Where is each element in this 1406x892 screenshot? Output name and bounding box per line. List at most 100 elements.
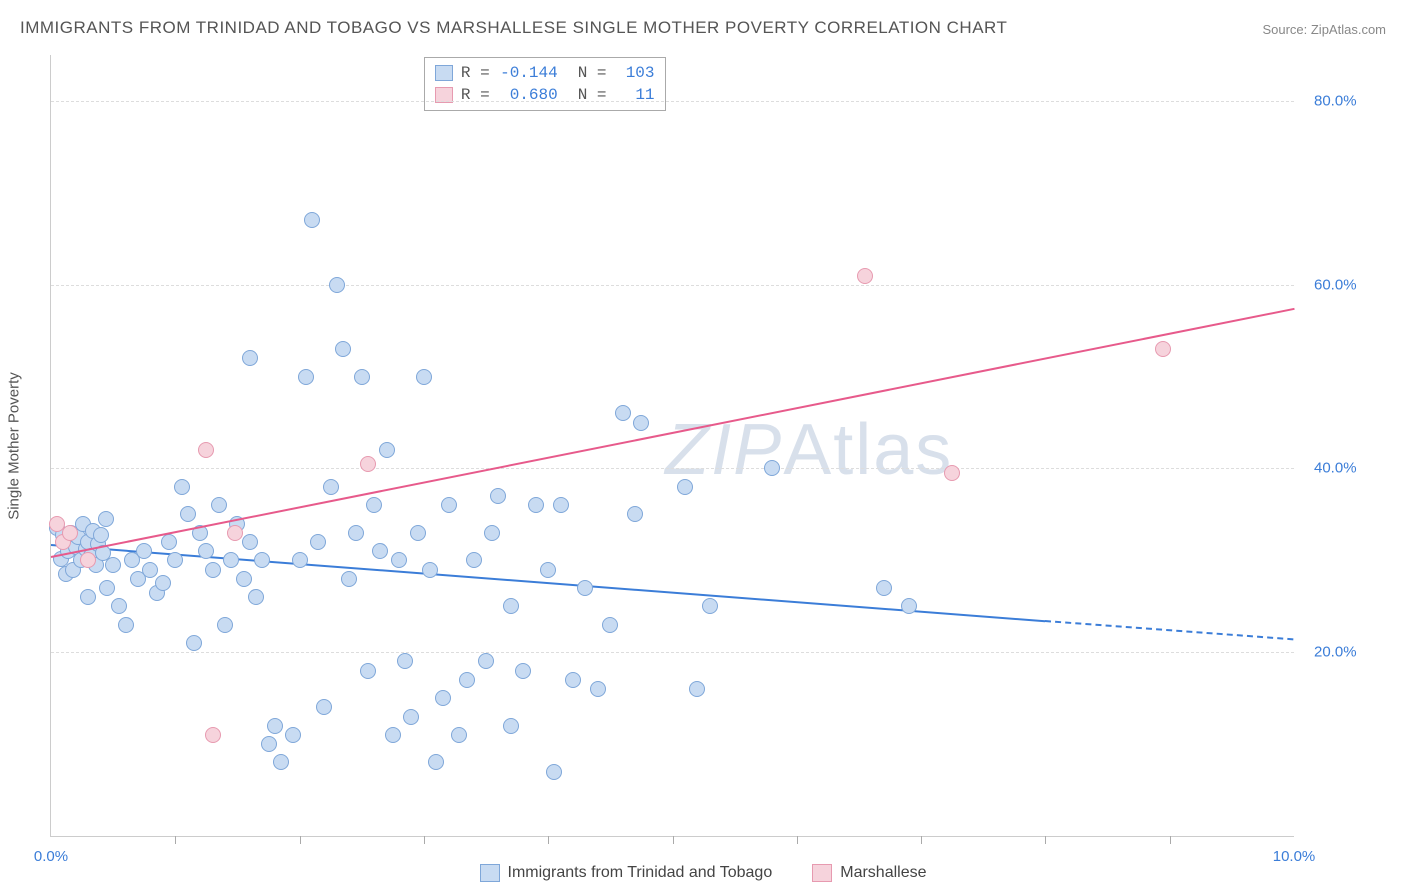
r-label: R = xyxy=(461,64,490,82)
data-point xyxy=(273,754,289,770)
x-tick-mark xyxy=(1170,836,1171,844)
legend-swatch xyxy=(812,864,832,882)
data-point xyxy=(174,479,190,495)
data-point xyxy=(403,709,419,725)
data-point xyxy=(198,543,214,559)
legend-stats-row: R =0.680N =11 xyxy=(435,84,655,106)
data-point xyxy=(633,415,649,431)
data-point xyxy=(186,635,202,651)
data-point xyxy=(93,527,109,543)
data-point xyxy=(490,488,506,504)
data-point xyxy=(304,212,320,228)
r-value: -0.144 xyxy=(498,64,558,82)
data-point xyxy=(205,562,221,578)
data-point xyxy=(99,580,115,596)
data-point xyxy=(335,341,351,357)
data-point xyxy=(261,736,277,752)
data-point xyxy=(354,369,370,385)
n-label: N = xyxy=(578,64,607,82)
data-point xyxy=(428,754,444,770)
data-point xyxy=(385,727,401,743)
x-tick-label: 0.0% xyxy=(34,848,68,865)
data-point xyxy=(111,598,127,614)
scatter-chart: ZIPAtlas R =-0.144N =103R =0.680N =11 20… xyxy=(50,55,1294,837)
data-point xyxy=(62,525,78,541)
data-point xyxy=(515,663,531,679)
data-point xyxy=(360,663,376,679)
data-point xyxy=(366,497,382,513)
data-point xyxy=(217,617,233,633)
data-point xyxy=(80,589,96,605)
data-point xyxy=(329,277,345,293)
data-point xyxy=(540,562,556,578)
data-point xyxy=(242,534,258,550)
data-point xyxy=(478,653,494,669)
data-point xyxy=(702,598,718,614)
data-point xyxy=(590,681,606,697)
data-point xyxy=(466,552,482,568)
data-point xyxy=(1155,341,1171,357)
data-point xyxy=(248,589,264,605)
data-point xyxy=(391,552,407,568)
x-tick-mark xyxy=(797,836,798,844)
data-point xyxy=(161,534,177,550)
data-point xyxy=(136,543,152,559)
watermark-atlas: Atlas xyxy=(783,410,953,490)
legend-item: Marshallese xyxy=(812,864,926,882)
data-point xyxy=(528,497,544,513)
data-point xyxy=(876,580,892,596)
x-tick-label: 10.0% xyxy=(1273,848,1316,865)
legend-item: Immigrants from Trinidad and Tobago xyxy=(480,864,773,882)
data-point xyxy=(298,369,314,385)
data-point xyxy=(292,552,308,568)
watermark: ZIPAtlas xyxy=(665,409,953,491)
y-axis-label: Single Mother Poverty xyxy=(6,372,23,520)
y-tick-label: 40.0% xyxy=(1314,460,1357,477)
data-point xyxy=(397,653,413,669)
y-tick-label: 80.0% xyxy=(1314,92,1357,109)
data-point xyxy=(285,727,301,743)
gridline xyxy=(51,652,1294,653)
data-point xyxy=(348,525,364,541)
data-point xyxy=(503,598,519,614)
x-tick-mark xyxy=(673,836,674,844)
data-point xyxy=(503,718,519,734)
data-point xyxy=(553,497,569,513)
x-tick-mark xyxy=(1045,836,1046,844)
bottom-legend: Immigrants from Trinidad and Tobago Marsh… xyxy=(0,864,1406,882)
data-point xyxy=(901,598,917,614)
data-point xyxy=(441,497,457,513)
trend-line xyxy=(51,308,1294,558)
data-point xyxy=(410,525,426,541)
source-credit: Source: ZipAtlas.com xyxy=(1262,22,1386,37)
data-point xyxy=(435,690,451,706)
legend-stats-box: R =-0.144N =103R =0.680N =11 xyxy=(424,57,666,111)
x-tick-mark xyxy=(921,836,922,844)
data-point xyxy=(167,552,183,568)
data-point xyxy=(577,580,593,596)
data-point xyxy=(98,511,114,527)
data-point xyxy=(677,479,693,495)
data-point xyxy=(254,552,270,568)
data-point xyxy=(323,479,339,495)
legend-stats-row: R =-0.144N =103 xyxy=(435,62,655,84)
x-tick-mark xyxy=(175,836,176,844)
data-point xyxy=(105,557,121,573)
gridline xyxy=(51,285,1294,286)
data-point xyxy=(372,543,388,559)
data-point xyxy=(857,268,873,284)
data-point xyxy=(211,497,227,513)
data-point xyxy=(451,727,467,743)
data-point xyxy=(565,672,581,688)
legend-swatch xyxy=(480,864,500,882)
gridline xyxy=(51,101,1294,102)
data-point xyxy=(627,506,643,522)
data-point xyxy=(198,442,214,458)
chart-title: IMMIGRANTS FROM TRINIDAD AND TOBAGO VS M… xyxy=(20,18,1007,38)
x-tick-mark xyxy=(548,836,549,844)
x-tick-mark xyxy=(300,836,301,844)
data-point xyxy=(360,456,376,472)
data-point xyxy=(205,727,221,743)
y-tick-label: 60.0% xyxy=(1314,276,1357,293)
data-point xyxy=(615,405,631,421)
